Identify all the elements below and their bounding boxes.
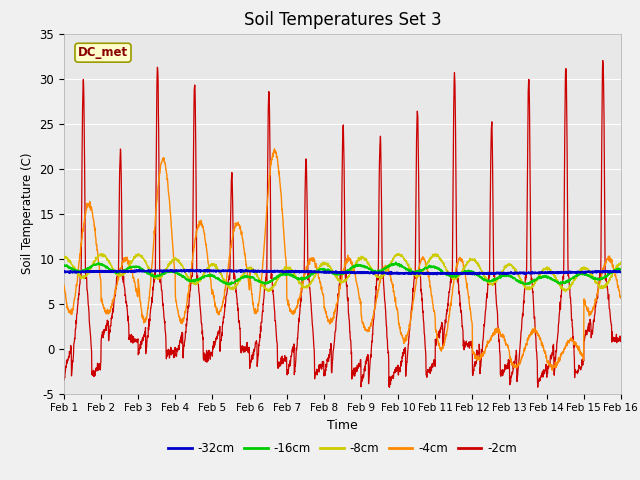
- X-axis label: Time: Time: [327, 419, 358, 432]
- Legend: -32cm, -16cm, -8cm, -4cm, -2cm: -32cm, -16cm, -8cm, -4cm, -2cm: [163, 437, 522, 460]
- Text: DC_met: DC_met: [78, 46, 128, 59]
- Title: Soil Temperatures Set 3: Soil Temperatures Set 3: [244, 11, 441, 29]
- Y-axis label: Soil Temperature (C): Soil Temperature (C): [21, 153, 34, 275]
